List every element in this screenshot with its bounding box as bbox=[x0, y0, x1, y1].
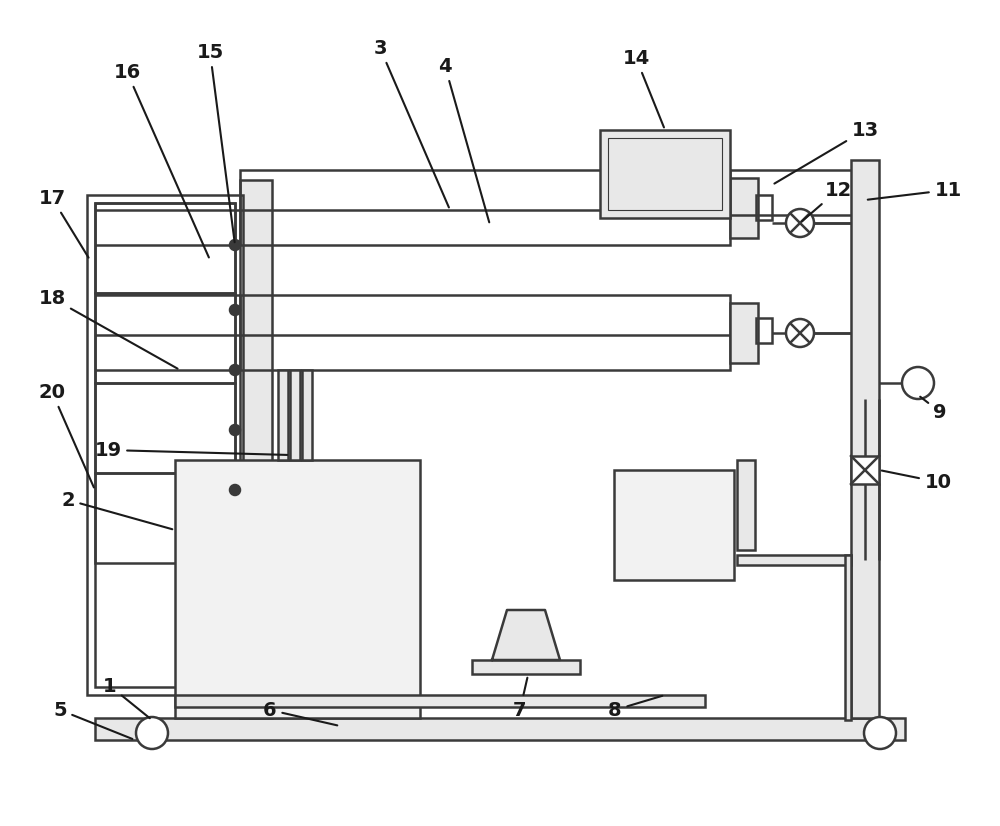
Bar bbox=[95, 203, 235, 687]
Bar bbox=[756, 195, 772, 220]
Text: 17: 17 bbox=[38, 188, 89, 258]
Bar bbox=[95, 203, 235, 293]
Bar bbox=[302, 370, 312, 460]
Bar bbox=[614, 470, 734, 580]
Bar bbox=[240, 180, 272, 718]
Bar bbox=[95, 473, 235, 563]
Text: 7: 7 bbox=[513, 677, 527, 719]
Bar bbox=[730, 303, 758, 363]
Circle shape bbox=[230, 305, 240, 315]
Text: 18: 18 bbox=[38, 288, 178, 368]
Text: 3: 3 bbox=[373, 39, 449, 207]
Bar bbox=[737, 460, 755, 550]
Bar bbox=[175, 695, 705, 707]
Circle shape bbox=[230, 240, 240, 250]
Bar bbox=[240, 295, 730, 370]
Text: 10: 10 bbox=[882, 471, 952, 491]
Text: 9: 9 bbox=[920, 396, 947, 421]
Circle shape bbox=[230, 485, 240, 495]
Circle shape bbox=[786, 209, 814, 237]
Text: 12: 12 bbox=[802, 181, 852, 221]
Bar bbox=[95, 293, 235, 383]
Bar bbox=[278, 370, 288, 460]
Bar bbox=[472, 660, 580, 674]
Text: 15: 15 bbox=[196, 42, 235, 242]
Bar bbox=[175, 460, 420, 718]
Circle shape bbox=[902, 367, 934, 399]
Text: 2: 2 bbox=[61, 491, 172, 529]
Text: 13: 13 bbox=[774, 121, 879, 183]
Text: 4: 4 bbox=[438, 56, 489, 222]
Text: 11: 11 bbox=[868, 181, 962, 200]
Text: 1: 1 bbox=[103, 676, 150, 719]
Text: 19: 19 bbox=[94, 440, 287, 459]
Bar bbox=[845, 555, 851, 720]
Bar bbox=[730, 178, 758, 238]
Bar bbox=[240, 170, 730, 245]
Polygon shape bbox=[492, 610, 560, 660]
Text: 14: 14 bbox=[622, 49, 664, 127]
Text: 8: 8 bbox=[608, 695, 662, 719]
Bar bbox=[737, 555, 851, 565]
Bar bbox=[608, 138, 722, 210]
Text: 16: 16 bbox=[113, 63, 209, 258]
Bar bbox=[87, 195, 243, 695]
Circle shape bbox=[136, 717, 168, 749]
Text: 6: 6 bbox=[263, 700, 337, 725]
Bar bbox=[756, 318, 772, 343]
Circle shape bbox=[230, 365, 240, 375]
Text: 20: 20 bbox=[38, 382, 94, 487]
Bar bbox=[851, 456, 879, 484]
Circle shape bbox=[864, 717, 896, 749]
Text: 5: 5 bbox=[53, 700, 132, 739]
Circle shape bbox=[786, 319, 814, 347]
Bar bbox=[95, 383, 235, 473]
Circle shape bbox=[230, 425, 240, 435]
Bar bbox=[851, 160, 879, 718]
Bar bbox=[95, 718, 905, 740]
Bar bbox=[600, 130, 730, 218]
Bar bbox=[290, 370, 300, 460]
